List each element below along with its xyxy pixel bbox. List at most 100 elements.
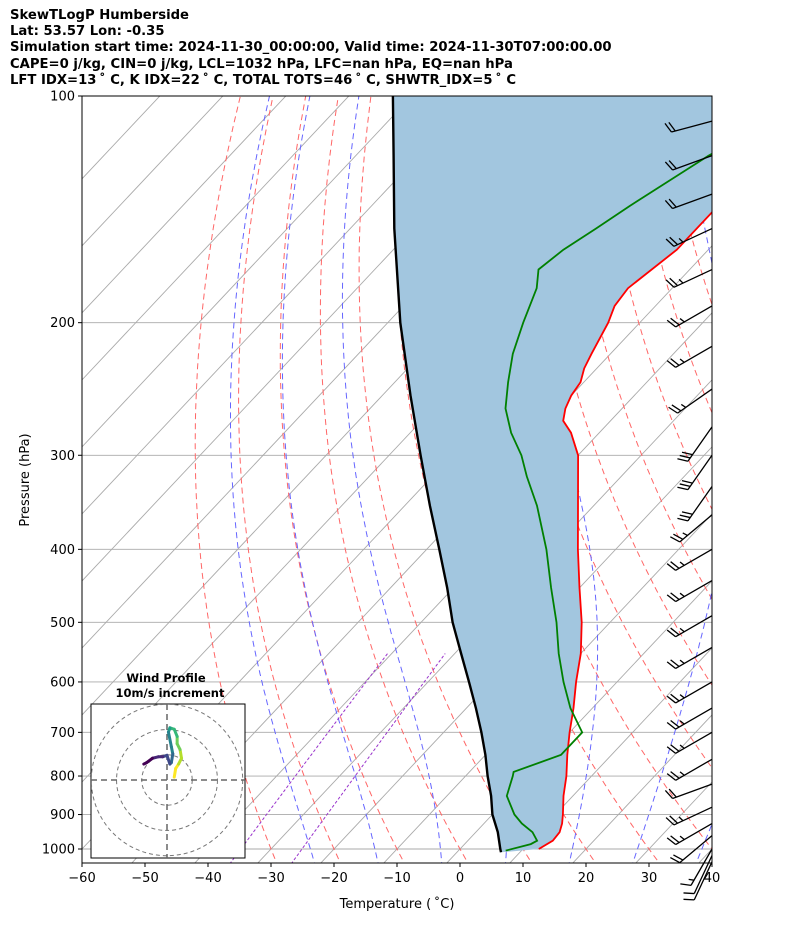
wind-barb [666, 707, 713, 730]
x-tick-label: −20 [320, 871, 347, 886]
wind-barb [668, 388, 713, 414]
wind-barb-shaft [673, 806, 713, 826]
x-axis-label: Temperature ( ˚C) [339, 896, 455, 912]
wind-barb-flag [673, 854, 684, 861]
time-line: Simulation start time: 2024-11-30_00:00:… [10, 40, 612, 56]
wind-barb [664, 155, 713, 171]
wind-barb-flag [679, 659, 685, 665]
wind-barb-flag [681, 480, 693, 484]
wind-barb-flag [670, 856, 681, 864]
wind-barb-flag [678, 816, 684, 822]
y-tick-label: 1000 [42, 843, 75, 858]
wind-barb [666, 579, 713, 603]
wind-barb-shaft [675, 579, 713, 603]
wind-barb-shaft [690, 848, 713, 886]
dry-adiabat-line [238, 96, 342, 863]
isotherm-line [572, 714, 712, 863]
wind-barb-flag [679, 694, 685, 699]
wind-barb-flag [668, 121, 676, 132]
dry-adiabat-line [598, 96, 712, 511]
wind-barb-shaft [693, 861, 713, 901]
wind-barb-flag [681, 451, 693, 456]
wind-barb-shaft [671, 120, 713, 133]
wind-barb-shaft [687, 486, 713, 522]
wind-barb-flag [683, 898, 695, 901]
wind-barb-flag [679, 744, 685, 749]
wind-barb-flag [666, 563, 677, 571]
y-tick-label: 500 [50, 616, 75, 631]
x-tick-label: −40 [194, 871, 221, 886]
hodograph-ring [116, 729, 218, 831]
wind-barb [664, 120, 713, 133]
wind-barb [666, 345, 713, 368]
wind-barb-flag [669, 236, 679, 246]
wind-barb-flag [669, 277, 679, 287]
wind-barb-shaft [675, 305, 713, 328]
wind-barb [680, 848, 713, 887]
wind-barb-flag [670, 659, 680, 668]
wind-barb-shaft [672, 155, 713, 171]
wind-barb [677, 454, 713, 491]
x-tick-label: −60 [68, 871, 95, 886]
wind-barb [670, 835, 713, 864]
dry-adiabat-line [194, 96, 278, 863]
wind-barb-flag [666, 360, 677, 368]
wind-barb-shaft [693, 855, 713, 894]
wind-barb-flag [670, 835, 680, 844]
chart-header: SkewTLogP Humberside Lat: 53.57 Lon: -0.… [10, 8, 780, 89]
y-tick-label: 200 [50, 316, 75, 331]
wind-barb-flag [682, 532, 688, 537]
wind-barb-flag [668, 406, 678, 414]
wind-barb-flag [666, 629, 677, 638]
wind-barb-shaft [687, 426, 713, 462]
wind-barb-flag [678, 278, 684, 284]
wind-barb-flag [679, 561, 685, 566]
moist-adiabat-line [341, 96, 443, 863]
y-tick-label: 100 [50, 90, 75, 105]
wind-barb-flag [680, 883, 692, 887]
wind-barb-flag [670, 693, 680, 702]
y-tick-label: 600 [50, 675, 75, 690]
wind-barb-flag [681, 511, 693, 515]
wind-barb-flag [666, 661, 677, 670]
wind-barb-flag [666, 319, 677, 328]
x-tick-label: 30 [641, 871, 658, 886]
wind-barb-flag [670, 771, 680, 779]
hodograph-segment [142, 761, 149, 766]
y-tick-label: 800 [50, 770, 75, 785]
isotherm-line [82, 96, 476, 515]
wind-barb-shaft [679, 514, 713, 543]
wind-barb [666, 731, 713, 754]
dry-adiabat-line [631, 96, 712, 414]
wind-barb-shaft [673, 268, 713, 288]
wind-barb-shaft [673, 228, 713, 247]
axes: −60 −50 −40 −30 −20 −10 0 10 20 30 40 1000 900 800 700… [42, 90, 720, 887]
wind-barb-flag [679, 318, 685, 323]
wind-barb-shaft [672, 783, 713, 800]
wind-barb-flag [670, 358, 680, 366]
x-tick-label: −10 [383, 871, 410, 886]
wind-barb-flag [666, 695, 677, 704]
wind-barb-flag [670, 744, 680, 752]
wind-barb [683, 861, 713, 901]
wind-barb-flag [664, 200, 674, 209]
hodograph-segment [166, 730, 173, 749]
hodograph-inset: Wind Profile 10m/s increment [90, 671, 246, 859]
dry-adiabat-line [730, 96, 794, 868]
dry-adiabat-line [279, 96, 405, 863]
isotherm-line [82, 96, 287, 314]
wind-barb-flag [666, 837, 677, 846]
wind-barb-flag [677, 458, 689, 462]
wind-barb-flag [683, 892, 695, 895]
sounding-profiles [391, 96, 712, 853]
wind-barb-flag [668, 198, 677, 208]
wind-barb-flag [665, 279, 675, 288]
wind-barb-shaft [677, 388, 713, 414]
wind-barb [665, 806, 713, 826]
wind-barb-flag [679, 720, 685, 725]
x-tick-label: 0 [456, 871, 464, 886]
wind-barb [666, 822, 713, 846]
wind-barb-flag [665, 817, 675, 826]
wind-barb-flag [668, 788, 677, 798]
dry-adiabat-line [763, 96, 794, 868]
